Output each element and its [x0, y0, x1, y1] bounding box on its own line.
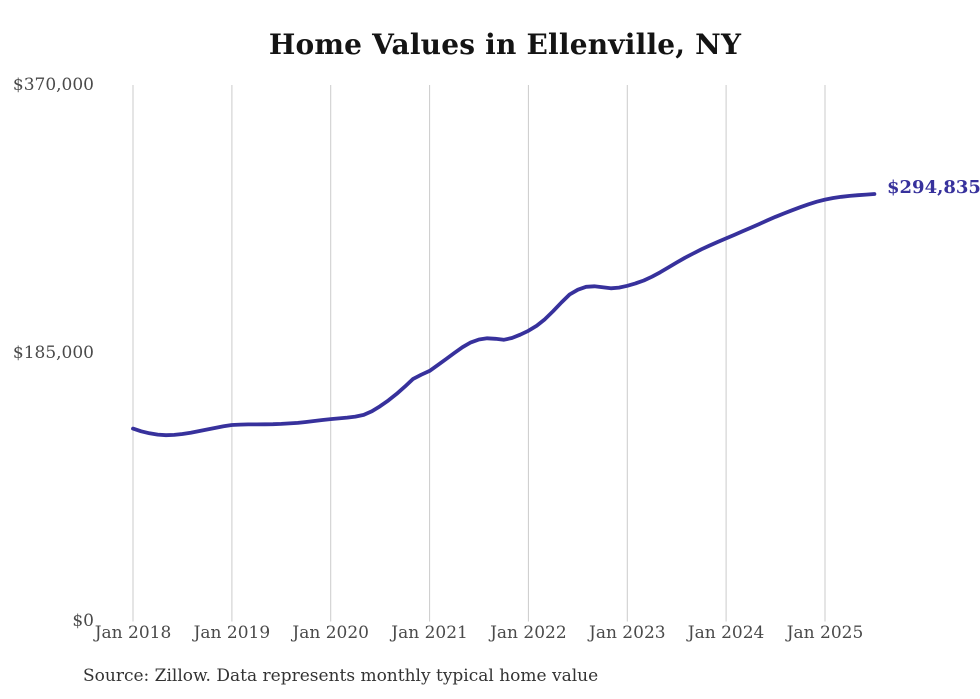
home-value-line: [131, 192, 877, 438]
x-axis-tick-label-jan-2022: Jan 2022: [490, 623, 567, 643]
x-axis-tick-label-jan-2025: Jan 2025: [786, 623, 864, 643]
source-note: Source: Zillow. Data represents monthly …: [83, 666, 599, 686]
x-axis-tick-label-jan-2018: Jan 2018: [94, 623, 172, 643]
y-axis-tick-label-185000: $185,000: [12, 342, 94, 363]
x-axis-tick-label-jan-2019: Jan 2019: [193, 623, 271, 643]
x-axis-tick-label-jan-2021: Jan 2021: [391, 623, 468, 643]
x-axis-tick-label-jan-2023: Jan 2023: [589, 623, 666, 643]
x-axis-tick-label-jan-2020: Jan 2020: [292, 623, 369, 643]
y-axis-tick-label-0: $0: [72, 611, 94, 631]
x-axis-tick-label-jan-2024: Jan 2024: [687, 623, 765, 643]
y-axis-tick-label-370000: $370,000: [12, 74, 94, 95]
latest-value-label: $294,835: [887, 177, 980, 198]
chart-title: Home Values in Ellenville, NY: [268, 28, 742, 61]
